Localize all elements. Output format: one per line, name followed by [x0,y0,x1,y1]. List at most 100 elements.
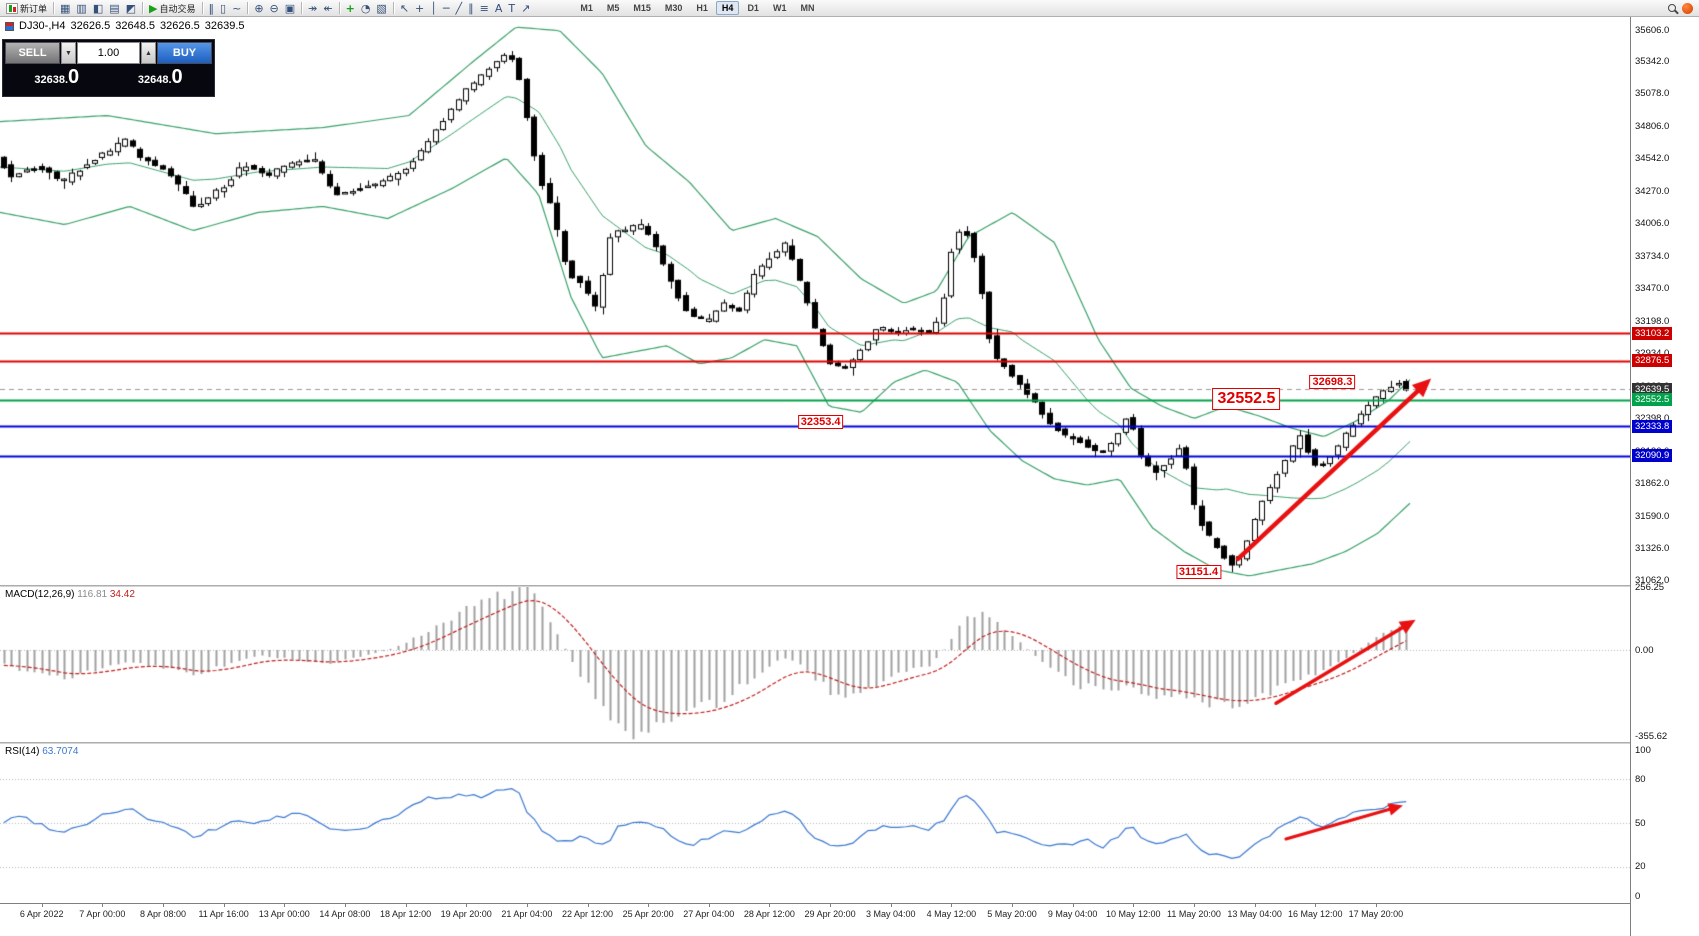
timeframe-h4-button[interactable]: H4 [715,1,740,15]
navigator-button[interactable]: ◧ [90,1,106,16]
price-tick-label: 34542.0 [1635,153,1670,165]
horizontal-line-button[interactable]: ─ [440,1,453,16]
trendline-button[interactable]: ╱ [453,1,466,16]
text-label-button[interactable]: T [505,1,518,16]
macd-value: 116.81 [77,589,108,600]
market-watch-button[interactable]: ▦ [57,1,73,16]
time-tick-label: 9 May 04:00 [1047,909,1098,919]
price-tick-label: 33198.0 [1635,316,1670,328]
periods-button[interactable]: ◔ [358,1,374,16]
indicators-button[interactable]: + [343,1,358,16]
panel-splitter[interactable] [0,742,1699,744]
timeframe-m15-button[interactable]: M15 [633,3,651,13]
macd-tick-label: 256.25 [1635,582,1665,594]
tile-windows-icon: ▣ [284,1,296,15]
line-chart-button[interactable]: ~ [229,1,244,16]
time-axis[interactable]: 6 Apr 2022 7 Apr 00:00 8 Apr 08:00 11 Apr 1… [0,903,1699,936]
price-level-label: 32876.5 [1632,354,1673,368]
rsi-tick-label: 20 [1635,861,1646,873]
timeframe-mn-button[interactable]: MN [800,3,815,13]
search-button[interactable] [1665,1,1679,16]
sell-price: 32638.0 [5,66,109,88]
timeframe-d1-button[interactable]: D1 [747,3,759,13]
time-tick-mark [1133,904,1134,907]
crosshair-button[interactable]: + [412,1,427,16]
price-tick-label: 35342.0 [1635,56,1670,68]
time-tick-label: 3 May 04:00 [865,909,916,919]
macd-panel-canvas[interactable] [0,587,1630,742]
price-big-digit: 0 [68,66,80,88]
account-button[interactable] [1679,1,1696,16]
price-tick-label: 34270.0 [1635,186,1670,198]
rsi-tick-label: 50 [1635,817,1646,829]
candlestick-chart-button[interactable]: ▯ [217,1,229,16]
vertical-line-button[interactable]: │ [427,1,440,16]
templates-button[interactable]: ▧ [373,1,389,16]
sell-button[interactable]: SELL [5,42,60,64]
text-label-icon: T [508,1,516,15]
timeframe-w1-button[interactable]: W1 [772,3,787,13]
timeframe-m1-button[interactable]: M1 [580,3,593,13]
time-tick-mark [951,904,952,907]
timeframe-m5-button[interactable]: M5 [606,3,620,13]
fibonacci-button[interactable]: ≡ [477,1,492,16]
search-magnifier-icon [1668,4,1676,12]
main-toolbar: 新订单 ▦ ▥ ◧ ▤ ◩ ▶ 自动交易 ‖ ▯ ~ ⊕ ⊖ ▣ ↠ ↞ + ◔ ▧ ↖ + │ ─ ╱ ∥ ≡ A T ↗ M1 M5 M1… [0,0,1699,17]
new-order-button[interactable]: 新订单 [3,1,50,16]
lot-size-input[interactable] [77,42,140,64]
tile-windows-button[interactable]: ▣ [282,1,298,16]
bar-close-value: 32639.5 [204,20,245,32]
horizontal-line-icon: ─ [442,1,450,15]
zoom-out-icon: ⊖ [269,1,279,15]
lot-decrease-button[interactable]: ▼ [61,42,76,64]
price-tick-label: 32934.0 [1635,348,1669,359]
price-annotation[interactable]: 32698.3 [1309,374,1356,389]
price-annotation[interactable]: 31151.4 [1175,564,1222,579]
macd-label: MACD(12,26,9) 116.81 34.42 [5,589,135,600]
autotrading-button[interactable]: ▶ 自动交易 [146,1,198,16]
time-tick-mark [284,904,285,907]
price-tick-label: 33470.0 [1635,283,1670,295]
symbol-period: DJ30-,H4 [19,20,66,32]
price-annotation[interactable]: 32552.5 [1212,388,1281,411]
cursor-button[interactable]: ↖ [397,1,412,16]
new-order-label: 新订单 [20,3,48,14]
time-tick-label: 27 Apr 04:00 [683,909,735,919]
chart-shift-button[interactable]: ↞ [320,1,335,16]
terminal-button[interactable]: ▤ [106,1,122,16]
price-chart-canvas[interactable] [0,17,1630,585]
rsi-panel-canvas[interactable] [0,744,1630,903]
time-tick-mark [42,904,43,907]
timeframe-h1-button[interactable]: H1 [696,3,708,13]
time-tick-label: 10 May 12:00 [1106,909,1161,919]
crosshair-icon: + [415,1,425,15]
text-button[interactable]: A [492,1,506,16]
data-window-button[interactable]: ▥ [73,1,89,16]
auto-scroll-button[interactable]: ↠ [305,1,320,16]
zoom-in-button[interactable]: ⊕ [251,1,266,16]
bars-chart-button[interactable]: ‖ [206,1,218,16]
arrows-tool-button[interactable]: ↗ [518,1,533,16]
timeframe-m30-button[interactable]: M30 [664,3,683,13]
time-tick-mark [769,904,770,907]
rsi-tick-label: 0 [1635,890,1641,902]
buy-button[interactable]: BUY [157,42,212,64]
vertical-line-icon: │ [430,1,437,15]
rsi-tick-label: 100 [1635,744,1651,756]
price-level-label: 33103.2 [1632,326,1673,340]
equidistant-channel-button[interactable]: ∥ [465,1,477,16]
zoom-in-icon: ⊕ [254,1,264,15]
zoom-out-button[interactable]: ⊖ [267,1,282,16]
strategy-tester-button[interactable]: ◩ [123,1,139,16]
periods-clock-icon: ◔ [360,1,371,15]
lot-increase-button[interactable]: ▲ [141,42,156,64]
panel-splitter[interactable] [0,585,1699,587]
price-annotation[interactable]: 32353.4 [797,415,844,430]
terminal-icon: ▤ [109,1,120,15]
macd-tick-label: 0.00 [1635,644,1654,656]
time-tick-mark [406,904,407,907]
price-axis[interactable]: 35606.0 35342.0 35078.0 34806.0 34542.0 34270… [1630,17,1699,936]
time-tick-label: 14 Apr 08:00 [319,909,371,919]
navigator-icon: ◧ [92,1,104,15]
price-tick-label: 33734.0 [1635,251,1670,263]
